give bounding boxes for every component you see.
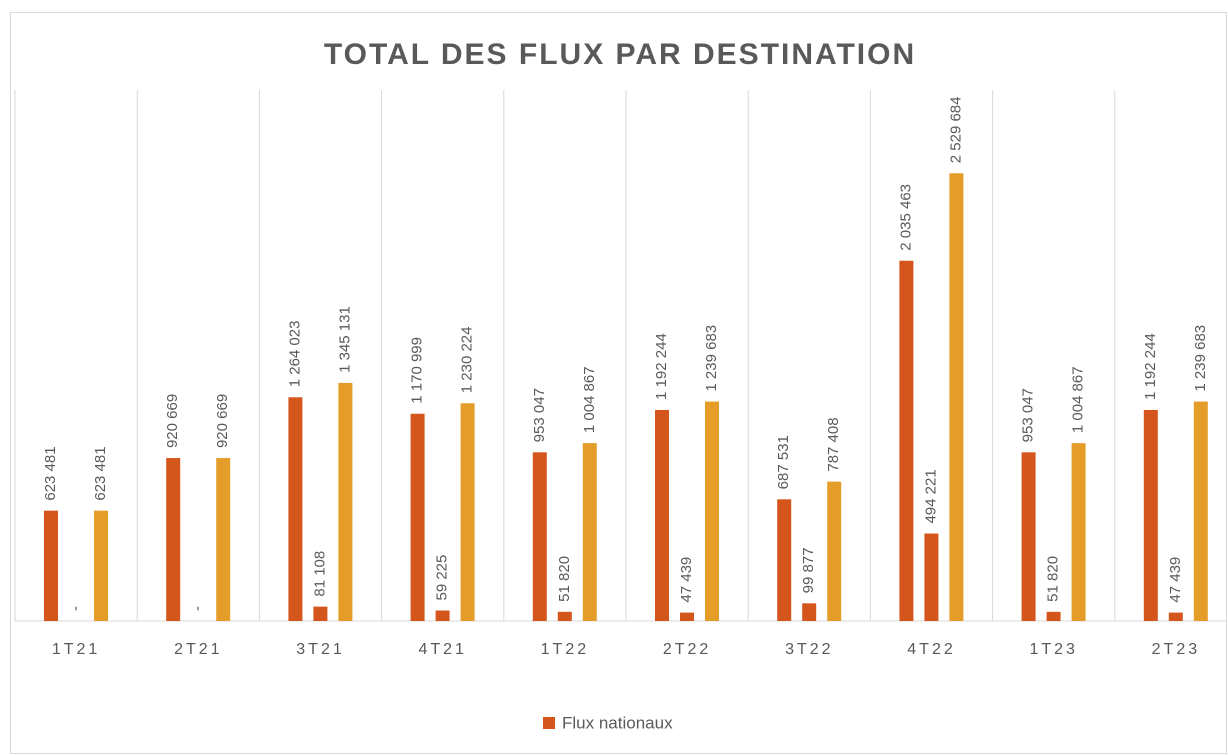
bar: [1168, 612, 1183, 621]
bar: [557, 611, 572, 621]
data-label: 623 481: [92, 446, 109, 500]
bar: [1143, 409, 1158, 621]
bar: [1071, 443, 1086, 621]
x-tick-label: 4T21: [418, 641, 466, 658]
chart-border: [10, 12, 1227, 754]
data-label: 953 047: [531, 388, 548, 442]
bar: [924, 533, 939, 621]
data-label: 1 239 683: [1192, 325, 1209, 392]
x-tick-label: 1T23: [1029, 641, 1077, 658]
bar: [313, 606, 328, 621]
bar: [899, 260, 914, 621]
data-label: 99 877: [800, 547, 817, 593]
x-tick-label: 3T22: [785, 641, 833, 658]
data-label: 47 439: [1167, 557, 1184, 603]
bar: [166, 458, 181, 621]
data-label: 787 408: [825, 417, 842, 471]
x-tick-label: 1T21: [52, 641, 100, 658]
x-tick-label: 4T22: [907, 641, 955, 658]
x-tick-label: 2T21: [174, 641, 222, 658]
data-label: -: [67, 606, 84, 611]
data-label: 920 669: [164, 394, 181, 448]
data-label: 1 345 131: [336, 306, 353, 373]
bar: [435, 610, 450, 621]
bar: [655, 409, 669, 621]
data-label: 1 004 867: [581, 366, 598, 433]
data-label: 1 230 224: [459, 327, 476, 394]
bar: [44, 510, 58, 621]
data-label: 623 481: [42, 446, 59, 500]
bar: [1046, 611, 1061, 621]
legend-label: Flux nationaux: [562, 713, 673, 732]
data-label: 1 264 023: [286, 321, 303, 388]
data-label: 2 035 463: [897, 184, 914, 251]
data-label: 1 004 867: [1070, 366, 1087, 433]
bar: [532, 452, 547, 621]
data-label: 1 170 999: [409, 337, 426, 404]
bar: [705, 401, 719, 621]
chart-title: TOTAL DES FLUX PAR DESTINATION: [324, 38, 916, 71]
bar: [288, 397, 303, 621]
data-label: 59 225: [434, 555, 451, 601]
bar: [680, 612, 694, 621]
x-tick-label: 2T22: [663, 641, 711, 658]
data-label: 1 192 244: [1142, 333, 1159, 400]
bar: [338, 382, 353, 621]
data-label: 2 529 684: [947, 97, 964, 164]
data-label: 1 192 244: [653, 333, 670, 400]
legend-swatch: [543, 717, 555, 729]
bar: [827, 481, 842, 621]
x-tick-label: 2T23: [1152, 641, 1200, 658]
data-label: 51 820: [1045, 556, 1062, 602]
bar: [94, 510, 108, 621]
data-label: -: [189, 606, 206, 611]
x-tick-label: 3T21: [296, 641, 344, 658]
data-label: 953 047: [1020, 388, 1037, 442]
data-label: 494 221: [922, 469, 939, 523]
data-label: 920 669: [214, 394, 231, 448]
bar: [1021, 452, 1036, 621]
bar: [216, 458, 231, 621]
bar: [777, 499, 792, 621]
bar: [582, 443, 597, 621]
data-label: 687 531: [775, 435, 792, 489]
data-label: 47 439: [678, 557, 695, 603]
bar: [460, 403, 475, 621]
data-label: 51 820: [556, 556, 573, 602]
bar: [802, 603, 817, 621]
data-label: 1 239 683: [703, 325, 720, 392]
bar: [1193, 401, 1208, 621]
bar: [410, 413, 425, 621]
x-tick-label: 1T22: [541, 641, 589, 658]
data-label: 81 108: [311, 551, 328, 597]
bar: [949, 173, 964, 622]
